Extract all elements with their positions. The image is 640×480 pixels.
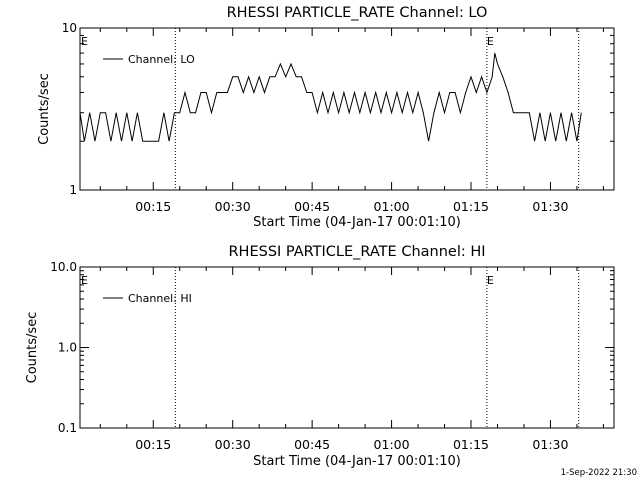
legend-label: Channel: HI — [128, 292, 192, 305]
timestamp: 1-Sep-2022 21:30 — [561, 468, 637, 478]
y-tick-label: 1.0 — [58, 341, 77, 355]
x-axis-label: Start Time (04-Jan-17 00:01:10) — [253, 215, 461, 230]
x-tick-label: 00:45 — [294, 199, 330, 214]
x-tick-label: 01:30 — [532, 199, 568, 214]
y-tick-label: 1 — [69, 183, 77, 197]
x-tick-label: 01:15 — [453, 437, 489, 452]
y-tick-label: 10.0 — [50, 260, 77, 274]
series-line — [79, 52, 582, 142]
y-axis-label: Counts/sec — [37, 73, 52, 145]
y-tick-label: 0.1 — [58, 421, 77, 435]
chart-title: RHESSI PARTICLE_RATE Channel: HI — [228, 244, 485, 260]
x-tick-label: 00:15 — [135, 199, 171, 214]
y-tick-label: 10 — [62, 21, 77, 35]
x-tick-label: 01:30 — [532, 437, 568, 452]
x-tick-label: 00:45 — [294, 437, 330, 452]
x-tick-label: 00:30 — [215, 437, 251, 452]
plot-frame — [79, 27, 615, 191]
event-marker: E — [487, 274, 494, 287]
x-axis-label: Start Time (04-Jan-17 00:01:10) — [253, 454, 461, 469]
x-tick-label: 01:15 — [453, 199, 489, 214]
event-marker: E — [487, 35, 494, 48]
event-marker: E — [81, 274, 88, 287]
event-marker: E — [81, 35, 88, 48]
legend-label: Channel: LO — [128, 53, 195, 66]
lo-panel: RHESSI PARTICLE_RATE Channel: LO 00:15 00:… — [37, 5, 615, 230]
chart-title: RHESSI PARTICLE_RATE Channel: LO — [227, 5, 488, 21]
x-tick-label: 01:00 — [374, 437, 410, 452]
x-tick-label: 01:00 — [374, 199, 410, 214]
x-tick-label: 00:15 — [135, 437, 171, 452]
y-axis-label: Counts/sec — [25, 312, 40, 384]
x-tick-label: 00:30 — [215, 199, 251, 214]
hi-panel: RHESSI PARTICLE_RATE Channel: HI 00:15 00:… — [25, 244, 615, 469]
